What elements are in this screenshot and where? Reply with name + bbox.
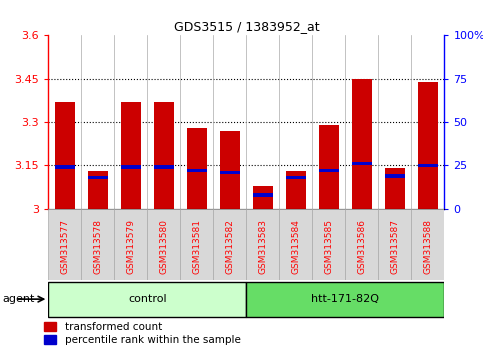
FancyBboxPatch shape bbox=[180, 209, 213, 280]
Bar bbox=[220, 131, 240, 209]
Text: GSM313588: GSM313588 bbox=[424, 219, 432, 274]
Title: GDS3515 / 1383952_at: GDS3515 / 1383952_at bbox=[173, 20, 319, 33]
Bar bbox=[187, 128, 207, 209]
Bar bbox=[121, 102, 141, 209]
FancyBboxPatch shape bbox=[378, 209, 412, 280]
FancyBboxPatch shape bbox=[114, 209, 147, 280]
FancyBboxPatch shape bbox=[345, 209, 378, 280]
Text: htt-171-82Q: htt-171-82Q bbox=[312, 294, 379, 304]
Bar bbox=[385, 174, 405, 178]
Bar bbox=[352, 162, 372, 166]
Legend: transformed count, percentile rank within the sample: transformed count, percentile rank withi… bbox=[44, 322, 241, 345]
Bar bbox=[121, 166, 141, 169]
Text: GSM313577: GSM313577 bbox=[60, 219, 69, 274]
Bar bbox=[88, 171, 108, 209]
Text: GSM313580: GSM313580 bbox=[159, 219, 168, 274]
Bar bbox=[319, 169, 339, 172]
Bar bbox=[253, 186, 273, 209]
Bar bbox=[220, 171, 240, 174]
Bar bbox=[88, 176, 108, 179]
Text: agent: agent bbox=[2, 294, 35, 304]
Text: GSM313579: GSM313579 bbox=[127, 219, 135, 274]
Bar bbox=[55, 166, 75, 169]
FancyBboxPatch shape bbox=[48, 282, 246, 316]
Bar bbox=[154, 166, 174, 169]
Text: GSM313583: GSM313583 bbox=[258, 219, 267, 274]
Text: GSM313584: GSM313584 bbox=[291, 219, 300, 274]
FancyBboxPatch shape bbox=[246, 209, 279, 280]
FancyBboxPatch shape bbox=[412, 209, 444, 280]
Text: GSM313581: GSM313581 bbox=[192, 219, 201, 274]
Bar bbox=[154, 102, 174, 209]
Bar bbox=[385, 169, 405, 209]
Text: GSM313582: GSM313582 bbox=[226, 219, 234, 274]
Bar bbox=[286, 171, 306, 209]
Bar bbox=[418, 82, 438, 209]
Bar bbox=[187, 169, 207, 172]
FancyBboxPatch shape bbox=[81, 209, 114, 280]
FancyBboxPatch shape bbox=[213, 209, 246, 280]
Text: GSM313578: GSM313578 bbox=[93, 219, 102, 274]
Text: GSM313587: GSM313587 bbox=[390, 219, 399, 274]
Bar bbox=[253, 193, 273, 197]
FancyBboxPatch shape bbox=[246, 282, 444, 316]
FancyBboxPatch shape bbox=[147, 209, 180, 280]
Bar bbox=[55, 102, 75, 209]
Bar bbox=[319, 125, 339, 209]
Bar bbox=[418, 164, 438, 167]
Bar bbox=[286, 176, 306, 179]
Text: control: control bbox=[128, 294, 167, 304]
FancyBboxPatch shape bbox=[279, 209, 313, 280]
FancyBboxPatch shape bbox=[313, 209, 345, 280]
Bar bbox=[352, 79, 372, 209]
FancyBboxPatch shape bbox=[48, 209, 81, 280]
Text: GSM313586: GSM313586 bbox=[357, 219, 366, 274]
Text: GSM313585: GSM313585 bbox=[325, 219, 333, 274]
